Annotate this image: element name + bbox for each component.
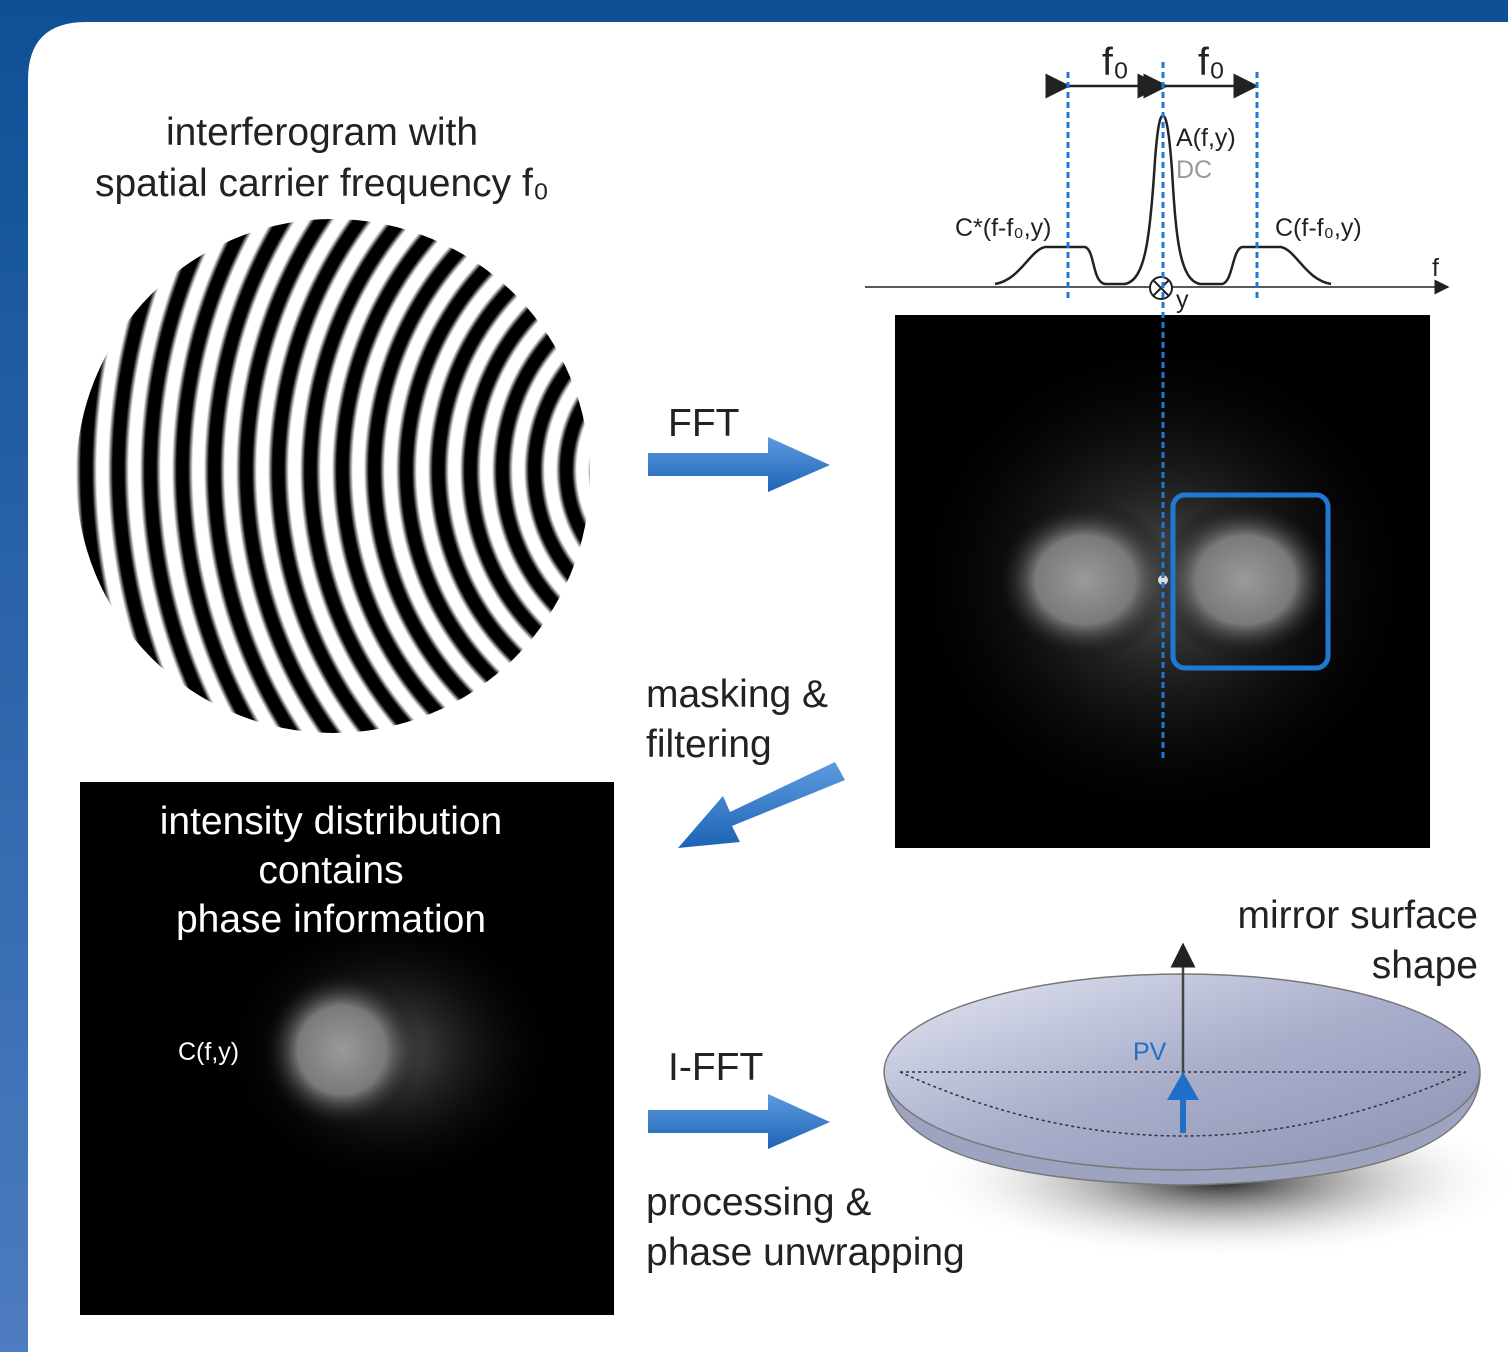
label: spatial carrier frequency f₀ (95, 162, 549, 205)
diagram: interferogram with spatial carrier frequ… (0, 0, 1508, 1352)
label: mirror surface (1237, 894, 1478, 937)
label: contains (258, 849, 403, 892)
label: FFT (668, 402, 739, 445)
label: PV (1133, 1038, 1167, 1066)
label: f (1432, 254, 1439, 282)
label: processing & (646, 1181, 871, 1224)
label: A(f,y) (1176, 124, 1236, 152)
label: intensity distribution (160, 800, 503, 843)
label: phase unwrapping (646, 1231, 965, 1274)
label: C(f,y) (178, 1038, 239, 1066)
label: C*(f-f₀,y) (955, 214, 1051, 242)
label: shape (1372, 944, 1478, 987)
label: C(f-f₀,y) (1275, 214, 1362, 242)
label: f₀ (1102, 41, 1129, 84)
page: interferogram with spatial carrier frequ… (0, 0, 1508, 1352)
label: DC (1176, 156, 1212, 184)
label: I-FFT (668, 1046, 763, 1089)
label: filtering (646, 723, 772, 766)
label: masking & (646, 673, 828, 716)
intensity-lobe (262, 970, 422, 1130)
label: interferogram with (166, 111, 478, 154)
label: phase information (176, 898, 486, 941)
label: y (1176, 286, 1189, 314)
label: f₀ (1198, 41, 1225, 84)
